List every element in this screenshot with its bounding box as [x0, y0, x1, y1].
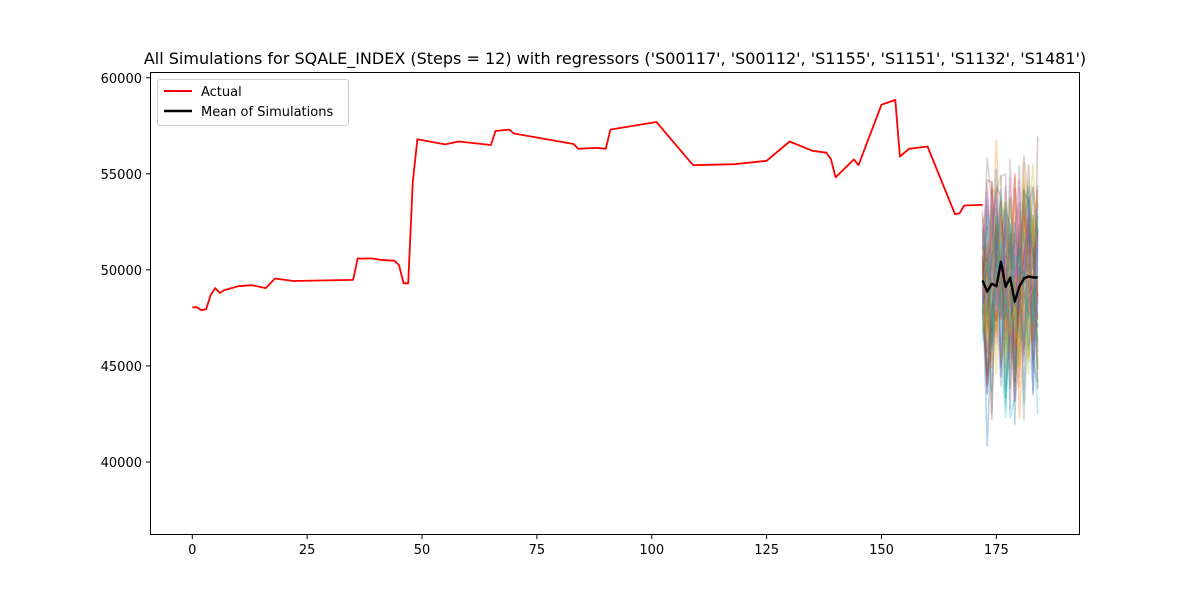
x-tick-label: 125 — [754, 543, 779, 558]
simulation-line — [981, 172, 1039, 410]
simulation-line — [982, 165, 1039, 355]
simulation-line — [982, 198, 1039, 419]
x-tick-label: 150 — [869, 543, 894, 558]
simulation-line — [981, 200, 1039, 362]
simulation-line — [981, 203, 1039, 409]
simulation-line — [981, 189, 1039, 370]
simulation-line — [981, 168, 1039, 364]
simulation-line — [981, 207, 1039, 389]
simulation-line — [981, 198, 1039, 375]
x-tick-label: 100 — [639, 543, 664, 558]
simulation-line — [981, 200, 1039, 447]
simulation-line — [981, 139, 1039, 353]
y-tick-label: 45000 — [101, 360, 142, 375]
legend: Actual Mean of Simulations — [157, 79, 349, 126]
x-tick-label: 25 — [299, 543, 316, 558]
simulation-line — [981, 181, 1039, 375]
simulation-line — [981, 173, 1039, 354]
simulation-line — [981, 210, 1039, 302]
simulation-line — [981, 195, 1039, 320]
simulation-line — [981, 155, 1039, 415]
simulation-line — [981, 179, 1039, 331]
simulation-line — [981, 189, 1039, 419]
x-tick-label: 75 — [529, 543, 546, 558]
actual-series-line — [192, 99, 983, 312]
simulation-line — [981, 178, 1039, 368]
simulation-line — [981, 228, 1039, 383]
simulation-line — [981, 163, 1039, 344]
simulation-line — [981, 191, 1039, 369]
simulation-line — [981, 189, 1039, 386]
y-tick-label: 40000 — [101, 456, 142, 471]
y-axis: 40000 45000 50000 55000 60000 — [101, 72, 150, 471]
mean-of-simulations-line — [981, 260, 1038, 303]
simulation-line — [981, 161, 1039, 378]
simulation-line — [981, 185, 1039, 373]
simulation-line — [981, 214, 1039, 402]
simulation-line — [981, 212, 1039, 329]
simulation-line — [982, 187, 1039, 369]
simulation-line — [981, 183, 1039, 355]
simulation-line — [981, 211, 1039, 363]
simulation-line — [981, 190, 1039, 415]
simulation-line — [981, 164, 1039, 313]
simulation-line — [981, 240, 1039, 387]
simulation-line — [981, 186, 1039, 377]
simulation-lines — [981, 136, 1039, 447]
plot-frame — [150, 72, 1080, 535]
x-tick-label: 50 — [414, 543, 431, 558]
simulation-line — [981, 214, 1039, 398]
simulation-line — [981, 179, 1039, 324]
simulation-line — [981, 194, 1039, 400]
simulation-line — [981, 194, 1039, 310]
x-axis: 0 25 50 75 100 125 150 175 — [188, 535, 1009, 558]
simulation-line — [981, 227, 1039, 388]
simulation-line — [981, 215, 1039, 375]
x-tick-label: 0 — [188, 543, 196, 558]
y-tick-label: 50000 — [101, 264, 142, 279]
simulation-line — [981, 202, 1039, 349]
simulation-line — [981, 226, 1039, 348]
simulation-line — [981, 159, 1039, 390]
legend-mean-label: Mean of Simulations — [201, 105, 333, 120]
y-tick-label: 55000 — [101, 168, 142, 183]
series-layer — [192, 99, 1038, 312]
simulation-line — [981, 177, 1039, 345]
simulation-line — [981, 199, 1039, 383]
simulation-line — [981, 190, 1039, 394]
simulation-line — [981, 184, 1039, 316]
simulation-line — [981, 218, 1039, 370]
simulation-line — [981, 215, 1039, 383]
simulation-line — [981, 157, 1039, 421]
simulation-line — [981, 201, 1039, 330]
simulation-line — [981, 196, 1039, 401]
simulation-line — [981, 244, 1039, 370]
simulation-line — [981, 136, 1039, 421]
simulation-line — [981, 199, 1039, 317]
simulation-line — [981, 206, 1039, 419]
y-tick-label: 60000 — [101, 72, 142, 87]
legend-actual-label: Actual — [201, 85, 242, 100]
chart-title: All Simulations for SQALE_INDEX (Steps =… — [144, 49, 1086, 69]
simulation-line — [981, 210, 1039, 370]
simulation-line — [981, 186, 1039, 392]
simulation-line — [982, 236, 1039, 388]
x-tick-label: 175 — [984, 543, 1009, 558]
legend-box — [157, 79, 349, 126]
